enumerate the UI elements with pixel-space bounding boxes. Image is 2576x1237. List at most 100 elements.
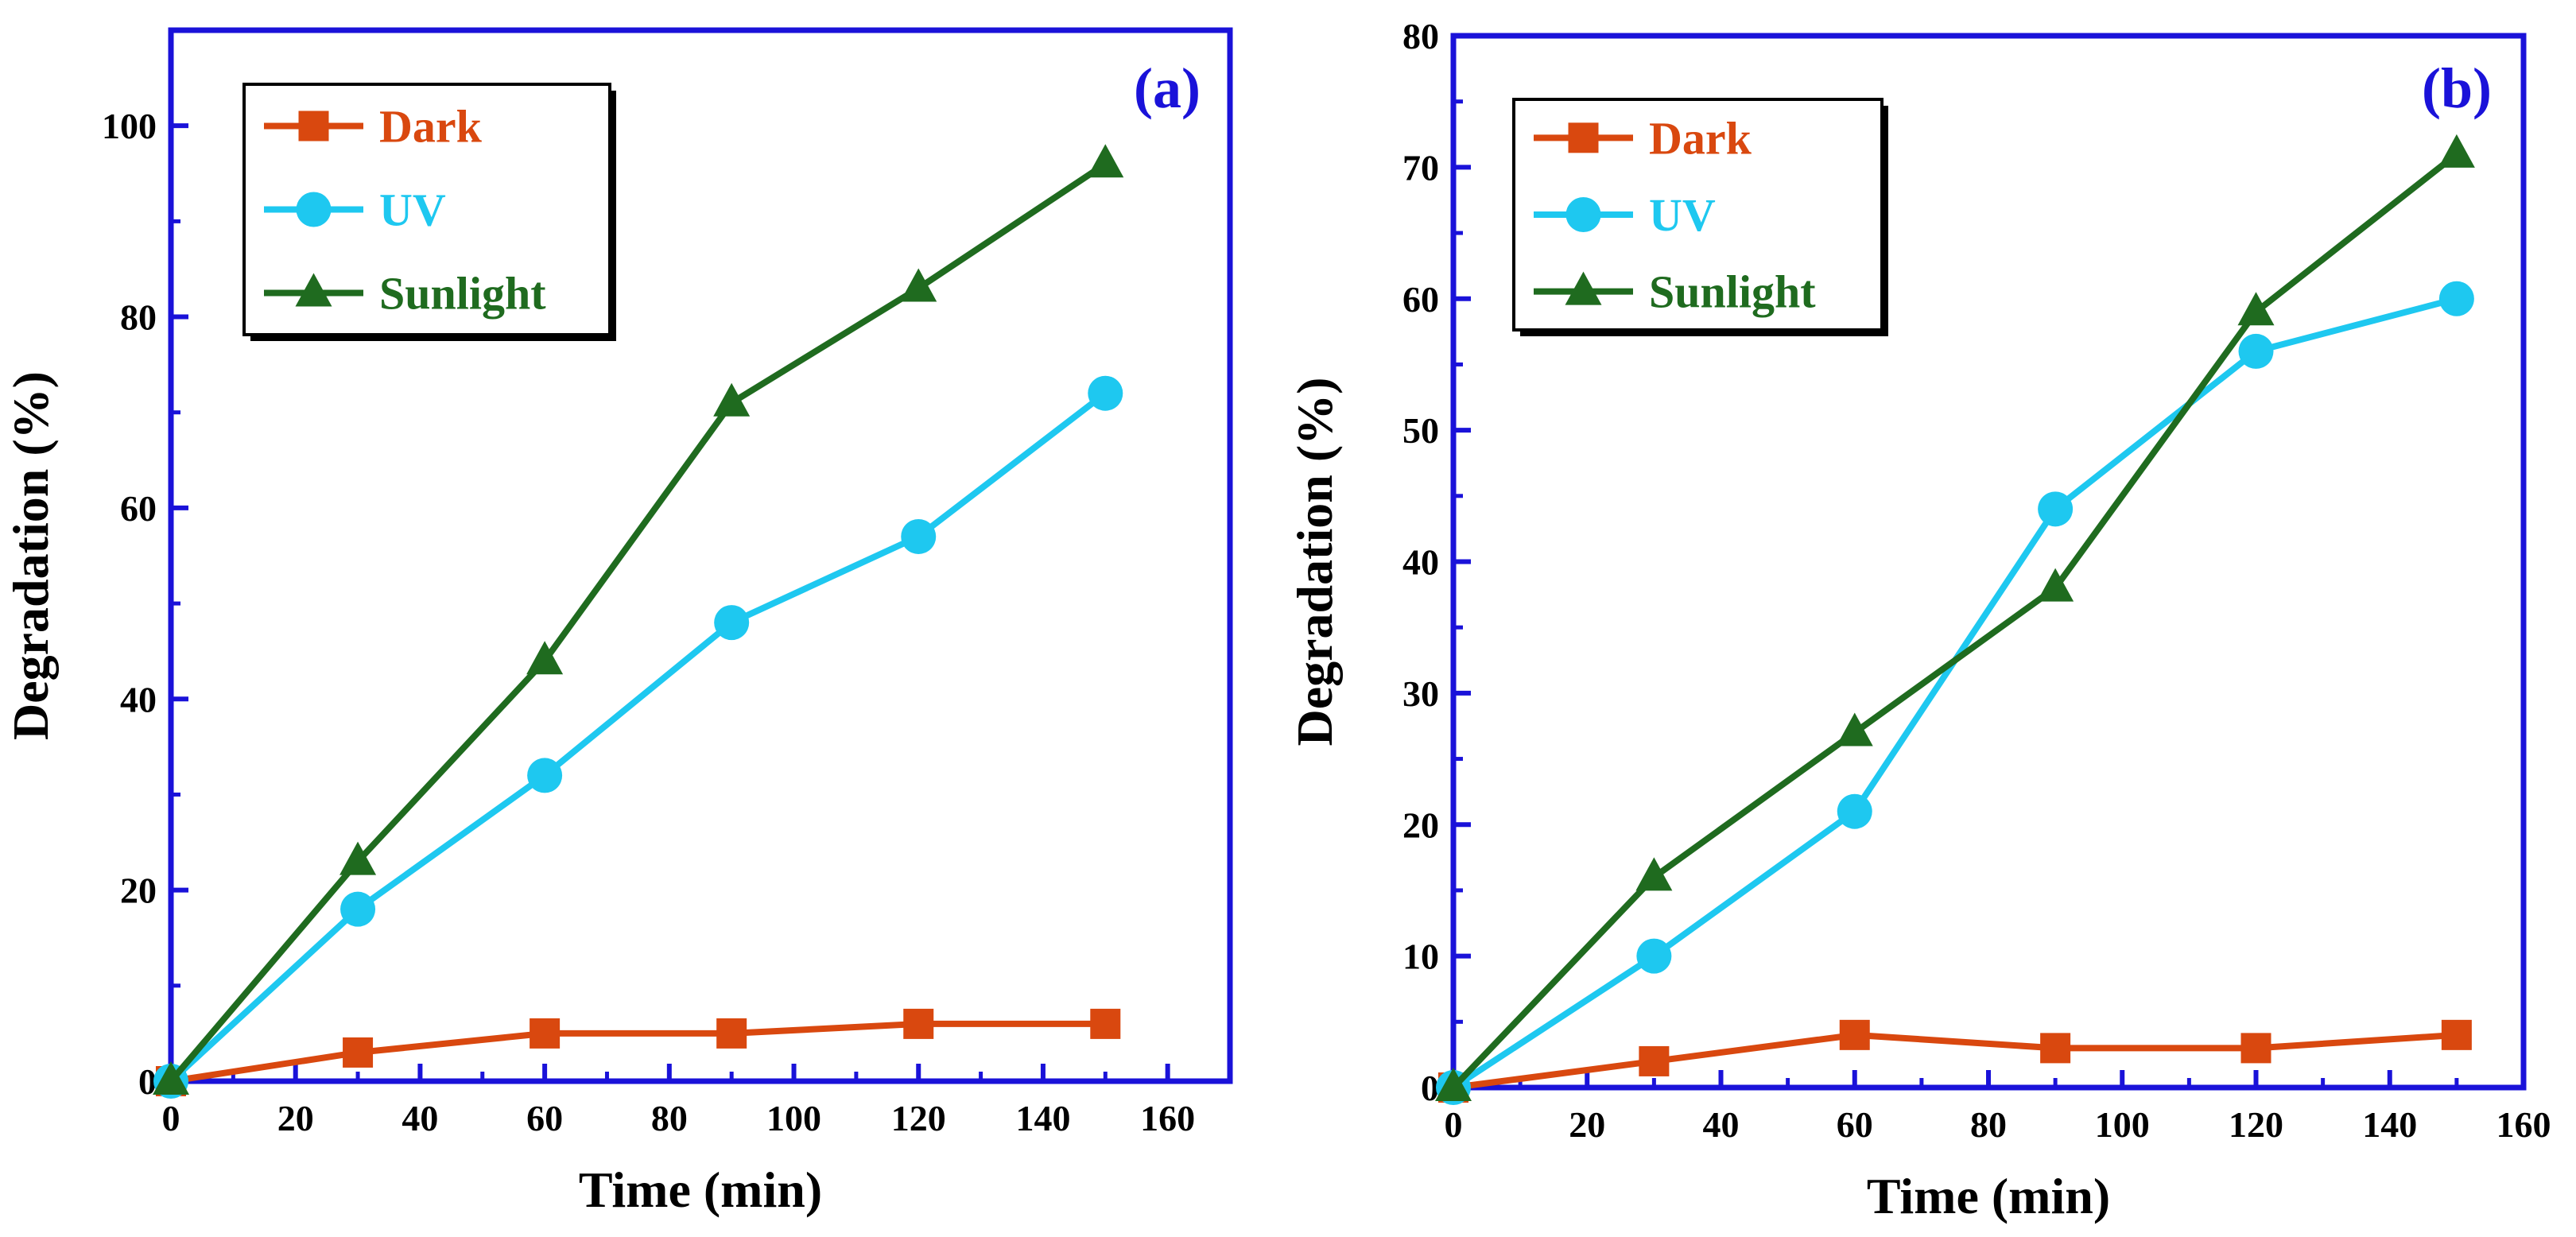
data-point <box>2238 333 2274 369</box>
data-point <box>903 1008 934 1039</box>
data-point <box>1088 375 1123 411</box>
data-point <box>340 891 376 927</box>
y-tick-label: 20 <box>1402 805 1439 845</box>
y-tick-label: 60 <box>120 488 157 529</box>
y-tick-label: 80 <box>120 297 157 338</box>
x-tick-label: 0 <box>162 1098 180 1138</box>
legend-marker <box>1568 122 1599 153</box>
data-point <box>530 1018 561 1049</box>
data-point <box>1836 712 1873 746</box>
x-tick-label: 160 <box>1140 1098 1195 1138</box>
x-tick-label: 80 <box>651 1098 688 1138</box>
data-point <box>1435 1068 1472 1101</box>
y-tick-label: 30 <box>1402 673 1439 714</box>
series-uv <box>1436 281 2474 1105</box>
x-tick-label: 140 <box>2362 1104 2417 1145</box>
y-axis-label: Degradation (%) <box>2 371 59 740</box>
chart-panel-1: 0 20 40 60 80 100 120 140 160 0 20 40 60 80 100 Time (m… <box>2 27 1233 1218</box>
panel-label: (b) <box>2422 56 2492 120</box>
series-line <box>170 1020 1106 1084</box>
x-tick-label: 120 <box>891 1098 946 1138</box>
y-tick-label: 50 <box>1402 410 1439 451</box>
data-point <box>714 605 750 641</box>
y-tick-label: 60 <box>1402 279 1439 320</box>
legend-label: Sunlight <box>379 268 546 320</box>
x-tick-label: 60 <box>526 1098 563 1138</box>
data-point <box>2237 292 2275 326</box>
legend-label: UV <box>379 184 446 236</box>
x-tick-label: 40 <box>402 1098 438 1138</box>
legend-marker <box>295 273 332 307</box>
legend-label: Dark <box>379 101 483 153</box>
data-point <box>2240 1033 2271 1064</box>
x-axis-label: Time (min) <box>1867 1168 2110 1224</box>
x-tick-label: 100 <box>766 1098 821 1138</box>
y-tick-label: 40 <box>120 679 157 719</box>
data-point <box>2040 1033 2071 1064</box>
x-tick-label: 0 <box>1445 1104 1463 1145</box>
legend-marker <box>298 111 329 142</box>
data-point <box>2438 281 2474 316</box>
data-point <box>2037 568 2074 602</box>
data-point <box>527 758 563 793</box>
x-tick-label: 100 <box>2095 1104 2150 1145</box>
data-point <box>2038 491 2074 527</box>
x-tick-label: 140 <box>1015 1098 1070 1138</box>
series-line <box>169 390 1108 1084</box>
data-point <box>713 382 751 417</box>
data-point <box>2441 1019 2472 1050</box>
data-point <box>1635 857 1673 891</box>
x-tick-label: 40 <box>1703 1104 1740 1145</box>
data-point <box>900 268 937 302</box>
data-point <box>339 841 377 875</box>
data-point <box>1636 938 1672 974</box>
x-tick-label: 20 <box>277 1098 314 1138</box>
x-tick-label: 60 <box>1837 1104 1873 1145</box>
data-point <box>1090 1008 1121 1039</box>
y-tick-label: 40 <box>1402 542 1439 583</box>
series-uv <box>153 375 1123 1099</box>
data-point <box>1639 1045 1670 1076</box>
panel-label: (a) <box>1134 56 1201 120</box>
chart-panel-2: 0 20 40 60 80 100 120 140 160 0 10 20 30 40 50 60 70 80 Ti… <box>1286 16 2551 1224</box>
series-sunlight <box>1435 134 2475 1101</box>
data-point <box>526 641 564 675</box>
y-tick-label: 0 <box>138 1061 157 1102</box>
legend-label: Sunlight <box>1649 266 1816 318</box>
x-tick-label: 120 <box>2229 1104 2283 1145</box>
x-tick-label: 80 <box>1970 1104 2007 1145</box>
legend-label: Dark <box>1649 112 1752 164</box>
legend-label: UV <box>1649 189 1716 241</box>
y-tick-label: 100 <box>102 106 157 146</box>
legend-marker <box>1565 197 1601 232</box>
data-point <box>343 1037 374 1068</box>
legend-marker <box>296 192 332 227</box>
data-point <box>716 1018 747 1049</box>
data-point <box>2438 134 2475 168</box>
series-line <box>1451 151 2459 1090</box>
legend: Dark UV Sunlight <box>1512 98 1888 336</box>
data-point <box>153 1061 189 1095</box>
legend-marker <box>1565 271 1602 305</box>
legend: Dark UV Sunlight <box>242 83 616 341</box>
y-tick-label: 0 <box>1421 1068 1439 1108</box>
y-tick-label: 70 <box>1402 147 1439 188</box>
plot-frame <box>168 27 1233 1084</box>
data-point <box>1087 144 1124 178</box>
series-line <box>1453 1031 2458 1091</box>
series-line <box>1451 295 2458 1091</box>
y-tick-label: 20 <box>120 871 157 911</box>
series-line <box>168 161 1108 1084</box>
data-point <box>1837 793 1872 829</box>
data-point <box>901 518 937 554</box>
x-tick-label: 160 <box>2496 1104 2551 1145</box>
y-axis-label: Degradation (%) <box>1286 378 1343 746</box>
y-tick-label: 10 <box>1402 936 1439 977</box>
x-axis-label: Time (min) <box>579 1161 822 1218</box>
series-sunlight <box>153 144 1124 1095</box>
data-point <box>1839 1019 1870 1050</box>
x-tick-label: 20 <box>1569 1104 1605 1145</box>
y-tick-label: 80 <box>1402 16 1439 56</box>
